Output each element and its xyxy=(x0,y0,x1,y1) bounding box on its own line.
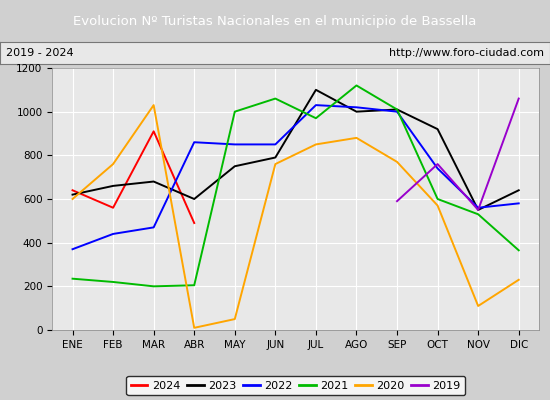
Legend: 2024, 2023, 2022, 2021, 2020, 2019: 2024, 2023, 2022, 2021, 2020, 2019 xyxy=(126,376,465,395)
Text: 2019 - 2024: 2019 - 2024 xyxy=(6,48,73,58)
Text: Evolucion Nº Turistas Nacionales en el municipio de Bassella: Evolucion Nº Turistas Nacionales en el m… xyxy=(73,14,477,28)
Text: http://www.foro-ciudad.com: http://www.foro-ciudad.com xyxy=(389,48,544,58)
